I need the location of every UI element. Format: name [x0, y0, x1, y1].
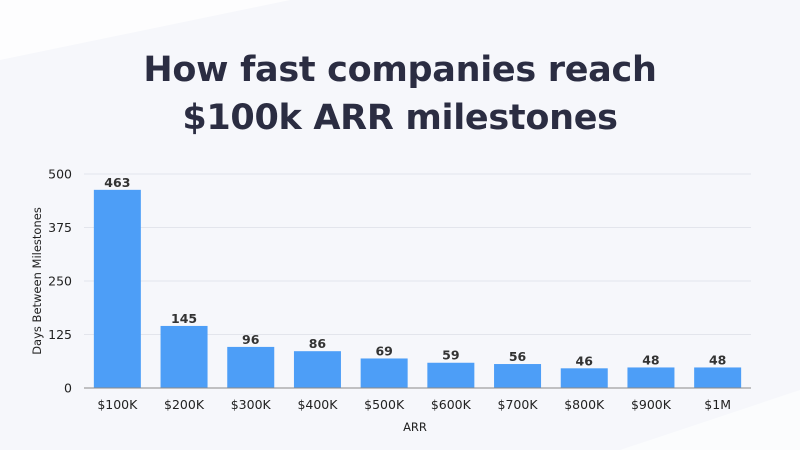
- bar: [227, 346, 275, 388]
- data-label: 48: [709, 352, 726, 367]
- title-line-1: How fast companies reach: [143, 50, 657, 90]
- y-tick-label: 500: [48, 167, 72, 182]
- data-label: 48: [642, 352, 659, 367]
- bar: [427, 362, 475, 388]
- data-label: 56: [509, 349, 527, 364]
- data-label: 59: [442, 348, 459, 363]
- y-tick-label: 0: [64, 381, 72, 396]
- title-line-2: $100k ARR milestones: [182, 98, 618, 138]
- bar: [560, 368, 608, 388]
- y-axis-title: Days Between Milestones: [30, 207, 44, 355]
- x-tick-label: $1M: [704, 397, 731, 412]
- data-label: 463: [104, 175, 130, 190]
- data-label: 46: [576, 353, 594, 368]
- bar: [360, 358, 408, 388]
- y-tick-label: 375: [48, 220, 72, 235]
- data-label: 86: [309, 336, 327, 351]
- y-tick-label: 250: [48, 274, 72, 289]
- bar: [293, 351, 341, 388]
- x-tick-label: $200K: [164, 397, 205, 412]
- x-tick-label: $700K: [498, 397, 539, 412]
- y-tick-label: 125: [48, 327, 72, 342]
- x-tick-label: $600K: [431, 397, 472, 412]
- bar: [694, 367, 742, 388]
- x-axis-title: ARR: [403, 420, 427, 434]
- x-tick-label: $900K: [631, 397, 672, 412]
- bar: [627, 367, 675, 388]
- x-tick-label: $100K: [97, 397, 138, 412]
- bar: [93, 189, 141, 388]
- x-tick-label: $800K: [564, 397, 605, 412]
- page-title: How fast companies reach $100k ARR miles…: [0, 46, 800, 142]
- data-label: 145: [171, 311, 197, 326]
- data-label: 96: [242, 332, 260, 347]
- x-tick-label: $400K: [297, 397, 338, 412]
- x-tick-label: $500K: [364, 397, 405, 412]
- bar: [160, 325, 208, 388]
- x-tick-label: $300K: [231, 397, 272, 412]
- bar: [494, 364, 542, 388]
- data-label: 69: [375, 343, 392, 358]
